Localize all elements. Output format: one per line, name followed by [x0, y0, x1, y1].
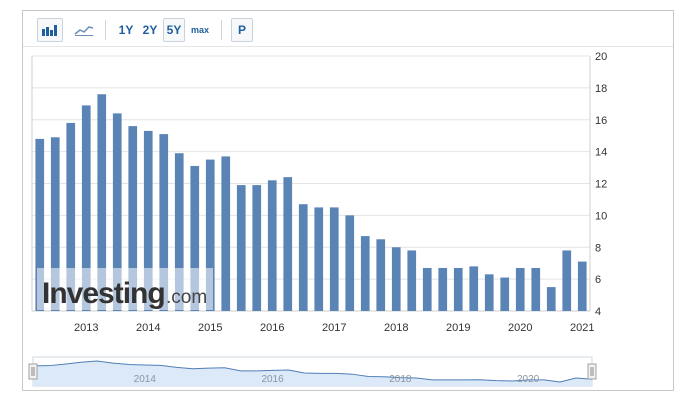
bar — [407, 250, 417, 311]
x-tick-label: 2014 — [136, 322, 160, 334]
navigator-handle-right[interactable] — [587, 363, 597, 380]
bar — [531, 267, 541, 311]
bar — [546, 287, 556, 311]
bar — [205, 159, 215, 311]
bar — [190, 165, 200, 311]
bar — [422, 267, 432, 311]
x-tick-label: 2017 — [322, 322, 346, 334]
bar — [35, 138, 45, 311]
y-tick-label: 12 — [595, 179, 607, 191]
bar — [562, 250, 572, 311]
y-tick-label: 4 — [595, 306, 601, 318]
y-axis-labels: 4 6 8 10 12 14 16 18 20 — [595, 51, 607, 318]
bar — [453, 267, 463, 311]
y-tick-label: 16 — [595, 115, 607, 127]
bar — [252, 185, 262, 311]
y-tick-label: 6 — [595, 274, 601, 286]
range-button-1y[interactable]: 1Y — [118, 23, 134, 37]
bar — [236, 185, 246, 311]
bar — [329, 207, 339, 311]
navigator-x-label: 2016 — [261, 374, 284, 385]
x-tick-label: 2016 — [260, 322, 284, 334]
bar — [298, 204, 308, 311]
bar — [221, 156, 231, 311]
y-tick-label: 14 — [595, 147, 607, 159]
bars — [35, 94, 587, 311]
bar — [159, 134, 169, 311]
bar — [143, 130, 153, 311]
bar — [500, 277, 510, 311]
bar — [267, 180, 277, 311]
navigator-handle-left[interactable] — [28, 363, 38, 380]
y-tick-label: 10 — [595, 210, 607, 222]
bar — [376, 239, 386, 311]
bar — [50, 137, 60, 311]
x-tick-label: 2018 — [384, 322, 408, 334]
bar-chart-button[interactable] — [37, 18, 63, 42]
y-tick-label: 8 — [595, 242, 601, 254]
x-axis-labels: 2013 2014 2015 2016 2017 2018 2019 2020 2021 — [74, 322, 594, 334]
bar — [484, 274, 494, 311]
bar — [391, 247, 401, 311]
bar — [283, 177, 293, 311]
x-tick-label: 2013 — [74, 322, 98, 334]
y-tick-label: 18 — [595, 83, 607, 95]
navigator-x-label: 2014 — [134, 374, 157, 385]
print-button[interactable]: P — [231, 18, 253, 42]
bar — [97, 94, 107, 311]
watermark-suffix: .com — [166, 287, 207, 308]
line-chart-icon — [74, 26, 94, 36]
bar — [128, 126, 138, 311]
toolbar-separator — [221, 20, 222, 40]
x-tick-label: 2021 — [570, 322, 594, 334]
toolbar-divider — [23, 46, 673, 47]
bar — [112, 113, 122, 311]
bar — [438, 267, 448, 311]
navigator-line — [32, 360, 593, 383]
bar-chart-icon — [42, 25, 57, 36]
navigator-x-label: 2018 — [389, 374, 412, 385]
x-tick-label: 2015 — [198, 322, 222, 334]
bar — [314, 207, 324, 311]
x-tick-label: 2019 — [446, 322, 470, 334]
bar — [81, 105, 91, 311]
bar — [174, 153, 184, 311]
line-chart-button[interactable] — [71, 18, 97, 42]
watermark-brand: Investing — [42, 277, 165, 310]
range-navigator[interactable]: 2014 2016 2018 2020 — [28, 356, 597, 387]
x-tick-label: 2020 — [508, 322, 532, 334]
range-button-2y[interactable]: 2Y — [142, 23, 158, 37]
bar — [577, 261, 587, 311]
range-button-5y[interactable]: 5Y — [163, 18, 185, 42]
bar — [345, 215, 355, 311]
bar — [515, 267, 525, 311]
investing-watermark: Investing .com — [37, 268, 213, 310]
y-tick-label: 20 — [595, 51, 607, 63]
toolbar-separator — [105, 20, 106, 40]
range-button-max[interactable]: max — [190, 25, 209, 35]
bar — [360, 236, 370, 311]
bar — [469, 266, 479, 311]
bar — [66, 122, 76, 311]
navigator-x-label: 2020 — [517, 374, 540, 385]
